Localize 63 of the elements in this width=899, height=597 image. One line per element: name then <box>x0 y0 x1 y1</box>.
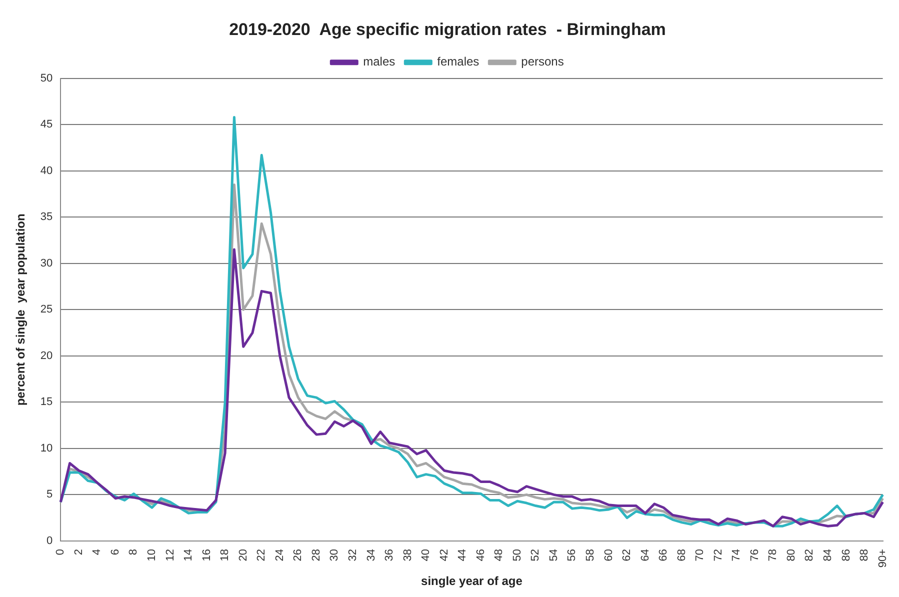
x-tick-label: 44 <box>456 548 469 562</box>
legend-label: males <box>363 54 396 69</box>
y-tick-label: 15 <box>40 396 53 408</box>
x-tick-label: 76 <box>748 548 761 562</box>
x-tick-label: 26 <box>292 548 304 562</box>
x-tick-label: 50 <box>511 548 524 562</box>
y-tick-label: 10 <box>40 442 53 454</box>
x-tick-label: 70 <box>694 548 706 562</box>
x-tick-label: 34 <box>365 548 378 562</box>
x-tick-label: 68 <box>676 548 688 562</box>
x-tick-label: 10 <box>146 548 158 562</box>
x-tick-label: 78 <box>767 548 780 562</box>
x-tick-label: 0 <box>54 548 67 556</box>
x-tick-label: 30 <box>328 548 341 562</box>
x-tick-label: 16 <box>200 548 213 562</box>
x-tick-label: 58 <box>584 548 597 562</box>
y-tick-label: 45 <box>40 118 53 131</box>
x-tick-label: 24 <box>274 548 286 562</box>
x-axis-title: single year of age <box>421 574 523 588</box>
y-tick-label: 25 <box>40 304 53 316</box>
x-tick-label: 20 <box>237 548 250 562</box>
y-tick-label: 40 <box>40 164 53 177</box>
x-tick-label: 80 <box>785 548 798 562</box>
y-tick-label: 20 <box>40 350 53 362</box>
x-tick-label: 74 <box>730 548 743 562</box>
chart-title: 2019-2020 Age specific migration rates - Birmingham <box>229 20 666 39</box>
x-tick-label: 48 <box>493 548 506 562</box>
x-tick-label: 72 <box>712 548 724 562</box>
x-tick-label: 60 <box>602 548 615 562</box>
x-tick-label: 4 <box>91 548 104 556</box>
legend-label: persons <box>521 54 564 69</box>
legend-label: females <box>437 54 480 69</box>
x-tick-label: 40 <box>420 548 432 562</box>
y-tick-label: 35 <box>40 211 53 224</box>
x-tick-label: 28 <box>310 548 322 562</box>
x-tick-label: 32 <box>346 548 359 562</box>
x-tick-label: 42 <box>438 548 450 562</box>
x-tick-label: 36 <box>384 548 396 562</box>
x-tick-label: 18 <box>219 548 232 562</box>
y-tick-label: 30 <box>40 257 53 270</box>
x-tick-label: 6 <box>109 548 122 556</box>
x-tick-label: 8 <box>128 548 140 556</box>
x-tick-label: 86 <box>840 548 852 562</box>
x-tick-label: 64 <box>639 548 652 562</box>
x-tick-label: 52 <box>530 548 542 562</box>
x-tick-label: 12 <box>164 548 176 562</box>
x-tick-label: 62 <box>621 548 634 562</box>
x-tick-label: 88 <box>858 548 871 562</box>
x-tick-label: 84 <box>822 548 834 562</box>
y-tick-label: 0 <box>46 534 53 547</box>
x-tick-label: 66 <box>658 548 670 562</box>
x-tick-label: 82 <box>804 548 816 562</box>
x-tick-label: 22 <box>256 548 268 562</box>
x-tick-label: 38 <box>402 548 414 562</box>
y-axis-title: percent of single year population <box>14 214 28 406</box>
x-tick-label: 46 <box>474 548 487 562</box>
x-tick-label: 90+ <box>876 548 889 568</box>
x-tick-label: 56 <box>566 548 578 562</box>
x-tick-label: 14 <box>182 548 195 562</box>
y-tick-label: 50 <box>40 72 53 84</box>
x-tick-label: 54 <box>548 548 560 562</box>
y-tick-label: 5 <box>46 488 53 501</box>
x-tick-label: 2 <box>72 548 85 556</box>
